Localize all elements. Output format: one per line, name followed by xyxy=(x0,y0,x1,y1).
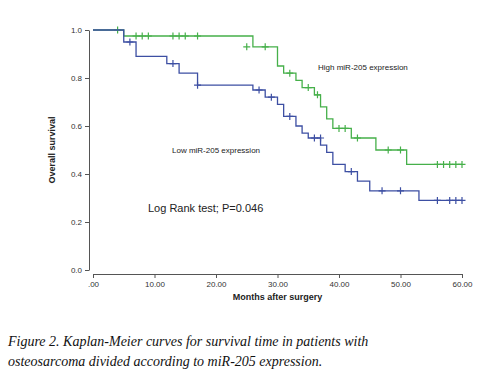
censor-mark xyxy=(133,33,140,40)
x-tick-label: .00 xyxy=(88,280,100,289)
y-axis: 0.0 0.2 0.4 0.6 0.8 1.0 xyxy=(71,26,90,275)
x-tick: 60.00 xyxy=(452,274,473,289)
y-tick-mark xyxy=(85,270,89,271)
censor-mark xyxy=(256,87,263,94)
x-tick-mark xyxy=(93,274,94,278)
x-tick-label: 10.00 xyxy=(145,280,166,289)
censor-mark xyxy=(169,33,176,40)
censor-mark xyxy=(434,197,441,204)
y-tick: 0.2 xyxy=(71,218,89,227)
x-tick-label: 30.00 xyxy=(268,280,289,289)
y-tick: 0.8 xyxy=(71,74,89,83)
caption: Figure 2. Kaplan-Meier curves for surviv… xyxy=(7,334,368,349)
censor-mark xyxy=(354,135,361,142)
x-tick: 10.00 xyxy=(145,274,166,289)
y-tick: 1.0 xyxy=(71,26,89,35)
censor-mark xyxy=(126,39,133,46)
caption: osteosarcoma divided according to miR-20… xyxy=(8,354,322,369)
y-tick: 0.0 xyxy=(71,266,89,275)
censor-mark xyxy=(176,33,183,40)
y-tick: 0.4 xyxy=(71,170,89,179)
censor-mark xyxy=(286,70,293,77)
x-tick-mark xyxy=(462,274,463,278)
x-tick-mark xyxy=(401,274,402,278)
x-axis: .00 10.00 20.00 30.00 40.00 50.00 60.00 xyxy=(88,274,473,289)
censor-mark xyxy=(459,161,466,168)
x-axis-title: Months after surgery xyxy=(233,292,323,302)
x-tick-label: 40.00 xyxy=(329,280,350,289)
censor-mark xyxy=(446,161,453,168)
censor-mark xyxy=(243,43,250,50)
x-tick: .00 xyxy=(88,274,100,289)
censor-mark xyxy=(314,91,321,98)
x-tick-mark xyxy=(278,274,279,278)
x-tick: 30.00 xyxy=(268,274,289,289)
censor-mark xyxy=(194,82,201,89)
x-tick-label: 20.00 xyxy=(206,280,227,289)
x-tick: 40.00 xyxy=(329,274,350,289)
censor-mark xyxy=(145,33,152,40)
y-axis-title: Overall survival xyxy=(47,116,57,183)
censor-mark xyxy=(286,113,293,120)
x-tick: 50.00 xyxy=(391,274,412,289)
y-tick-label: 0.6 xyxy=(71,122,83,131)
survival-curve xyxy=(93,30,462,200)
y-tick-mark xyxy=(85,126,89,127)
censor-mark xyxy=(268,94,275,101)
censor-mark xyxy=(397,147,404,154)
annotation: Log Rank test; P=0.046 xyxy=(148,202,263,214)
x-tick-label: 60.00 xyxy=(452,280,473,289)
censor-mark xyxy=(459,197,466,204)
censor-mark xyxy=(446,197,453,204)
censor-mark xyxy=(305,84,312,91)
x-tick-mark xyxy=(216,274,217,278)
y-tick-label: 0.0 xyxy=(71,266,83,275)
x-tick-label: 50.00 xyxy=(391,280,412,289)
censor-mark xyxy=(452,197,459,204)
censor-mark xyxy=(452,161,459,168)
y-tick: 0.6 xyxy=(71,122,89,131)
censor-mark xyxy=(379,187,386,194)
censor-mark xyxy=(169,60,176,67)
y-tick-mark xyxy=(85,222,89,223)
x-tick-mark xyxy=(155,274,156,278)
y-tick-label: 0.8 xyxy=(71,74,83,83)
censor-mark xyxy=(434,161,441,168)
censor-mark xyxy=(139,33,146,40)
y-tick-label: 0.2 xyxy=(71,218,83,227)
censor-mark xyxy=(385,147,392,154)
plot-area xyxy=(93,27,466,204)
y-tick-mark xyxy=(85,30,89,31)
x-tick-mark xyxy=(339,274,340,278)
chart: 0.0 0.2 0.4 0.6 0.8 1.0 .00 10.00 20.00 30.00 40.0… xyxy=(0,0,479,378)
censor-mark xyxy=(342,125,349,132)
censor-mark xyxy=(182,33,189,40)
censor-mark xyxy=(262,43,269,50)
y-tick-label: 0.4 xyxy=(71,170,83,179)
y-axis-line xyxy=(89,31,90,271)
censor-mark xyxy=(397,187,404,194)
censor-mark xyxy=(194,33,201,40)
series-label: Low miR-205 expression xyxy=(172,146,260,155)
series-label: High miR-205 expression xyxy=(318,63,408,72)
censor-mark xyxy=(440,161,447,168)
y-tick-label: 1.0 xyxy=(71,26,83,35)
censor-mark xyxy=(311,135,318,142)
y-tick-mark xyxy=(85,78,89,79)
y-tick-mark xyxy=(85,174,89,175)
censor-mark xyxy=(348,168,355,175)
censor-mark xyxy=(336,125,343,132)
x-tick: 20.00 xyxy=(206,274,227,289)
censor-mark xyxy=(317,135,324,142)
